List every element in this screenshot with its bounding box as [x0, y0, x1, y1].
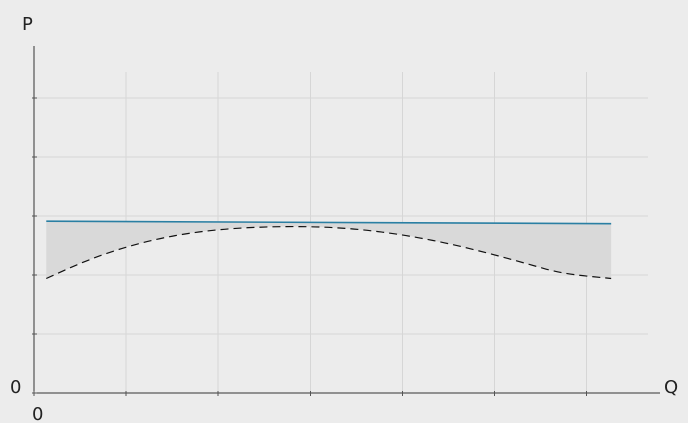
shaded-area: [46, 221, 612, 279]
dashed-curve: [46, 225, 612, 280]
axes: [32, 46, 660, 396]
y-axis-label: P: [22, 14, 33, 35]
y-tick-label-0: 0: [10, 377, 21, 398]
solid-line: [46, 220, 612, 225]
x-tick-label-0: 0: [32, 404, 43, 423]
x-axis-label: Q: [664, 377, 678, 398]
